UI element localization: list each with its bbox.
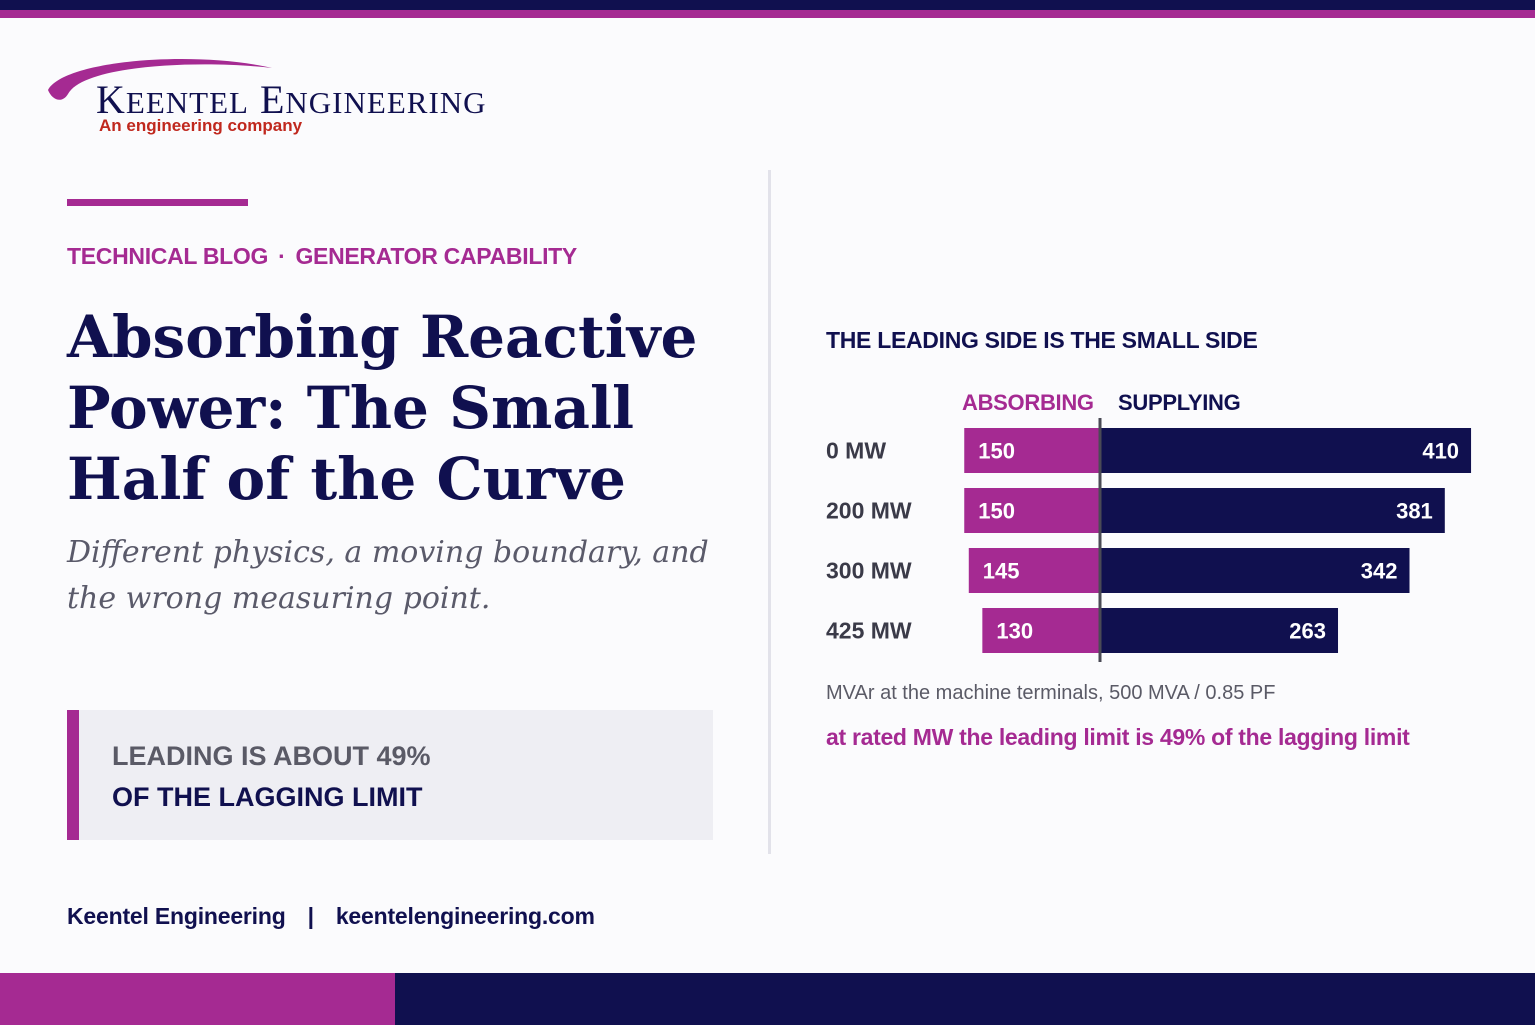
callout-accent-bar — [67, 710, 79, 840]
callout-line-2: OF THE LAGGING LIMIT — [112, 782, 423, 812]
legend-absorbing: ABSORBING — [962, 390, 1094, 415]
bar-supplying — [1100, 608, 1339, 653]
chart-note: MVAr at the machine terminals, 500 MVA /… — [826, 682, 1276, 704]
bar-absorbing — [964, 428, 1100, 473]
data-label-supplying: 381 — [1396, 499, 1433, 524]
logo-swoosh-icon — [48, 59, 272, 100]
data-label-supplying: 342 — [1361, 559, 1398, 584]
column-divider — [768, 170, 771, 854]
data-label-supplying: 263 — [1289, 619, 1326, 644]
chart-title: THE LEADING SIDE IS THE SMALL SIDE — [826, 327, 1258, 353]
bar-absorbing — [982, 608, 1100, 653]
callout-line-1: LEADING IS ABOUT 49% — [112, 741, 431, 771]
legend-supplying: SUPPLYING — [1118, 390, 1241, 415]
chart-insight: at rated MW the leading limit is 49% of … — [826, 724, 1410, 750]
callout-text: LEADING IS ABOUT 49% OF THE LAGGING LIMI… — [112, 736, 431, 818]
logo-wordmark: KEENTEL ENGINEERING — [96, 76, 487, 123]
logo-tagline: An engineering company — [99, 116, 303, 135]
footer-company: Keentel Engineering — [67, 903, 286, 929]
kicker-separator: · — [278, 243, 286, 269]
data-label-absorbing: 130 — [996, 619, 1033, 644]
callout-box: LEADING IS ABOUT 49% OF THE LAGGING LIMI… — [67, 710, 713, 840]
footer: Keentel Engineering | keentelengineering.c… — [67, 903, 595, 930]
company-logo: KEENTEL ENGINEERING An engineering compa… — [44, 54, 604, 144]
kicker: TECHNICAL BLOG · GENERATOR CAPABILITY — [67, 243, 577, 270]
bar-absorbing — [968, 548, 1100, 593]
bar-absorbing — [964, 488, 1100, 533]
kicker-category: TECHNICAL BLOG — [67, 243, 269, 269]
category-label: 300 MW — [826, 558, 912, 584]
category-label: 200 MW — [826, 498, 912, 524]
data-label-absorbing: 145 — [983, 559, 1020, 584]
logo-wordmark-text: KEENTEL ENGINEERING — [96, 77, 487, 122]
bar-supplying — [1100, 428, 1472, 473]
bottom-accent-bar-navy — [395, 973, 1535, 1025]
data-label-absorbing: 150 — [978, 439, 1015, 464]
footer-website-link[interactable]: keentelengineering.com — [335, 903, 595, 929]
top-accent-bar-navy — [0, 0, 1535, 10]
footer-separator: | — [307, 903, 314, 929]
category-label: 425 MW — [826, 618, 912, 644]
bar-supplying — [1100, 548, 1410, 593]
bottom-accent-bar-magenta — [0, 973, 395, 1025]
kicker-topic: GENERATOR CAPABILITY — [295, 243, 577, 269]
page-subtitle: Different physics, a moving boundary, an… — [67, 535, 709, 616]
data-label-supplying: 410 — [1422, 439, 1459, 464]
accent-rule — [67, 199, 248, 206]
bar-supplying — [1100, 488, 1445, 533]
category-label: 0 MW — [826, 438, 886, 464]
data-label-absorbing: 150 — [978, 499, 1015, 524]
top-accent-bar-magenta — [0, 10, 1535, 18]
page-title: Absorbing Reactive Power: The Small Half… — [67, 303, 698, 513]
